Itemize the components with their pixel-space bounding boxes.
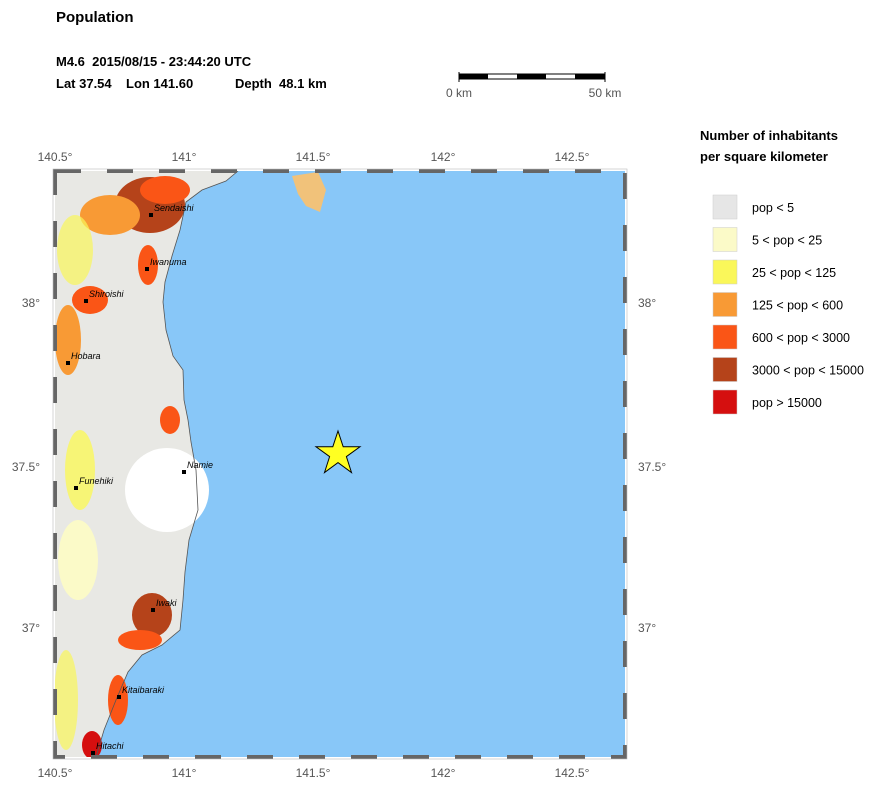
legend-swatch — [712, 324, 738, 350]
lon-label-top: 141° — [172, 150, 197, 164]
event-lat: Lat 37.54 — [56, 76, 112, 91]
city-marker — [117, 695, 121, 699]
lon-label-bottom: 142.5° — [555, 766, 590, 780]
population-patches — [55, 176, 190, 757]
scale-start: 0 km — [446, 86, 472, 100]
legend-label: pop < 5 — [752, 201, 794, 215]
exclusion-zone — [125, 448, 209, 532]
city-label: Iwaki — [156, 598, 178, 608]
map-frame — [53, 169, 627, 759]
city-label: Iwanuma — [150, 257, 187, 267]
coastline — [95, 171, 239, 757]
event-info: M4.6 2015/08/15 - 23:44:20 UTC — [56, 54, 252, 69]
legend-label: 5 < pop < 25 — [752, 234, 822, 248]
axis-labels: 140.5° 140.5° 141° 141° 141.5° 141.5° 142° 142°… — [12, 150, 667, 780]
city-marker — [182, 470, 186, 474]
legend-swatch — [712, 389, 738, 415]
legend-swatch — [712, 227, 738, 252]
event-depth: Depth 48.1 km — [235, 76, 327, 91]
lon-label-top: 142° — [431, 150, 456, 164]
lat-label-left: 38° — [22, 296, 40, 310]
lat-label-left: 37.5° — [12, 460, 40, 474]
legend-label: 600 < pop < 3000 — [752, 331, 850, 345]
lat-label-right: 38° — [638, 296, 656, 310]
city-label: Shiroishi — [89, 289, 125, 299]
lon-label-bottom: 142° — [431, 766, 456, 780]
city-label: Namie — [187, 460, 213, 470]
scale-end: 50 km — [589, 86, 622, 100]
epicenter-star — [314, 429, 362, 474]
lon-label-bottom: 140.5° — [38, 766, 73, 780]
lon-label-top: 140.5° — [38, 150, 73, 164]
legend: Number of inhabitants per square kilomete… — [700, 128, 864, 415]
city-label: Funehiki — [79, 476, 114, 486]
scale-bar — [458, 72, 606, 82]
city-marker — [145, 267, 149, 271]
lat-label-left: 37° — [22, 621, 40, 635]
legend-swatch — [712, 292, 738, 317]
city-marker — [84, 299, 88, 303]
legend-title: per square kilometer — [700, 149, 828, 164]
city-marker — [66, 361, 70, 365]
legend-swatch — [712, 259, 738, 285]
legend-label: 125 < pop < 600 — [752, 299, 843, 313]
map-frame-outer — [52, 168, 628, 760]
cities: Sendaishi Iwanuma Shiroishi Hobara Funehiki N… — [66, 203, 213, 755]
city-label: Hobara — [71, 351, 101, 361]
event-lon: Lon 141.60 — [126, 76, 193, 91]
city-marker — [151, 608, 155, 612]
city-marker — [149, 213, 153, 217]
legend-label: 3000 < pop < 15000 — [752, 364, 864, 378]
title: Population — [56, 9, 134, 26]
legend-swatch — [712, 194, 738, 220]
city-label: Kitaibaraki — [122, 685, 165, 695]
legend-label: pop > 15000 — [752, 396, 822, 410]
city-marker — [74, 486, 78, 490]
city-label: Hitachi — [96, 741, 125, 751]
lon-label-bottom: 141.5° — [296, 766, 331, 780]
lon-label-top: 142.5° — [555, 150, 590, 164]
legend-title: Number of inhabitants — [700, 128, 838, 143]
island — [292, 172, 326, 212]
lat-label-right: 37° — [638, 621, 656, 635]
map-area — [55, 171, 625, 757]
lon-label-top: 141.5° — [296, 150, 331, 164]
lon-label-bottom: 141° — [172, 766, 197, 780]
city-marker — [91, 751, 95, 755]
lat-label-right: 37.5° — [638, 460, 666, 474]
city-label: Sendaishi — [154, 203, 195, 213]
legend-label: 25 < pop < 125 — [752, 266, 836, 280]
legend-swatch — [712, 357, 738, 382]
